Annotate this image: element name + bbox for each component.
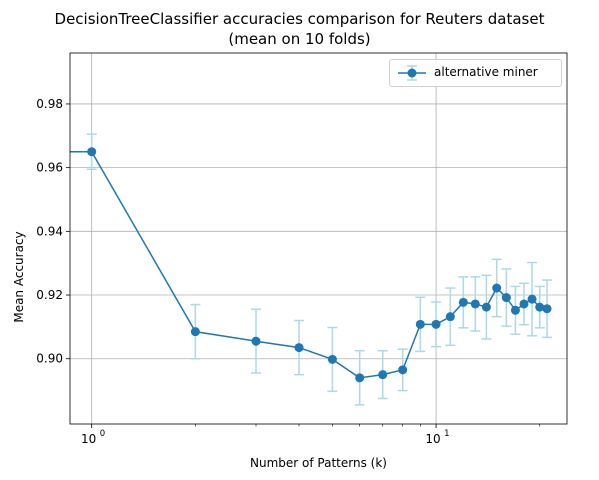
- x-axis-label: Number of Patterns (k): [250, 456, 387, 470]
- y-tick-label: 0.92: [36, 288, 63, 302]
- data-point: [458, 297, 468, 307]
- y-axis-label: Mean Accuracy: [12, 231, 26, 323]
- data-point: [415, 319, 425, 329]
- data-point: [294, 343, 304, 353]
- data-point: [190, 327, 200, 337]
- data-point: [519, 299, 529, 309]
- x-tick-label: 10: [425, 432, 440, 446]
- series-line: [70, 150, 548, 379]
- data-point: [481, 302, 491, 312]
- chart-title-line1: DecisionTreeClassifier accuracies compar…: [54, 10, 545, 28]
- y-tick-label: 0.90: [36, 352, 63, 366]
- data-point: [355, 373, 365, 383]
- legend-swatch: [398, 65, 426, 81]
- y-tick-label: 0.98: [36, 97, 63, 111]
- x-tick-exponent: 1: [444, 429, 449, 439]
- data-point: [492, 283, 502, 293]
- data-point: [470, 299, 480, 309]
- data-point: [251, 336, 261, 346]
- data-point: [542, 304, 552, 314]
- data-point: [398, 365, 408, 375]
- legend-label: alternative miner: [434, 65, 538, 79]
- data-point: [510, 305, 520, 315]
- data-point: [378, 370, 388, 380]
- legend: alternative miner: [389, 59, 562, 87]
- data-point: [501, 293, 511, 303]
- y-tick-label: 0.96: [36, 161, 63, 175]
- plot-frame: [69, 52, 568, 425]
- data-point: [87, 147, 97, 157]
- y-axis-label-wrap: Mean Accuracy: [9, 180, 26, 380]
- data-point: [431, 319, 441, 329]
- x-tick-exponent: 0: [100, 429, 105, 439]
- x-tick-label: 10: [81, 432, 96, 446]
- data-point: [327, 354, 337, 364]
- data-point: [535, 302, 545, 312]
- data-point: [445, 312, 455, 322]
- chart-title-line2: (mean on 10 folds): [228, 30, 371, 48]
- y-tick-label: 0.94: [36, 224, 63, 238]
- data-point: [527, 294, 537, 304]
